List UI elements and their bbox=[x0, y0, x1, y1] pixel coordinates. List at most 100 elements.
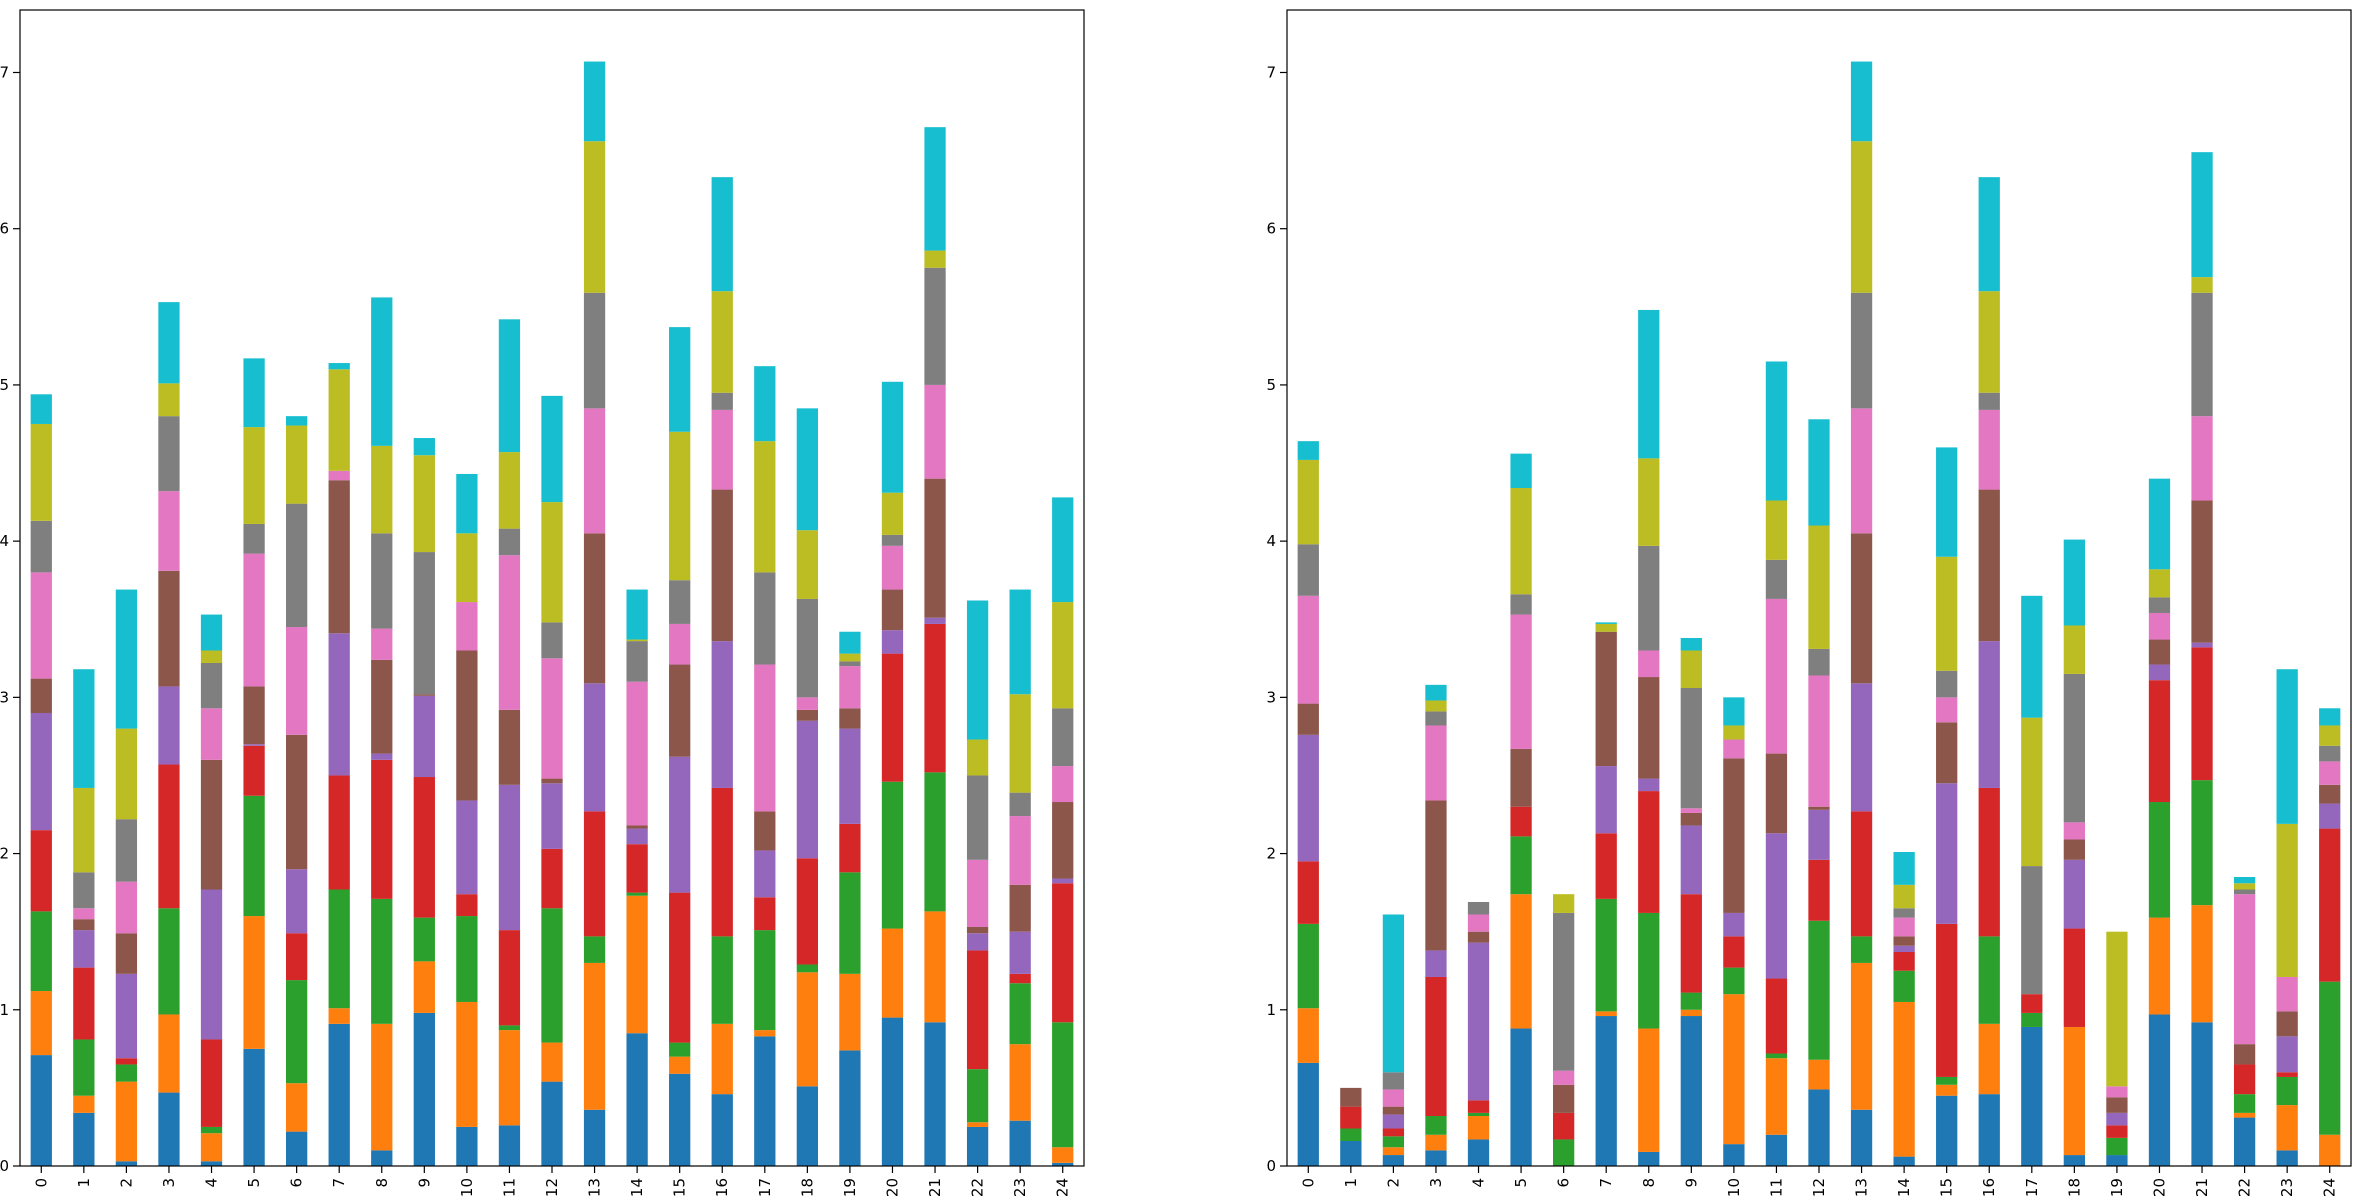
bar-segment-11-series-9 bbox=[498, 319, 521, 453]
bar-segment-4-series-2 bbox=[1467, 1112, 1490, 1117]
bar-segment-11-series-9 bbox=[1765, 361, 1788, 501]
bar-segment-24-series-2 bbox=[2319, 981, 2341, 1135]
bar-segment-0-series-3 bbox=[1297, 861, 1319, 924]
bar-segment-23-series-0 bbox=[2276, 1150, 2298, 1166]
bar-segment-20-series-9 bbox=[881, 381, 904, 493]
bar-segment-21-series-9 bbox=[924, 127, 946, 251]
bar-segment-10-series-4 bbox=[1723, 912, 1745, 937]
bar-segment-16-series-5 bbox=[1978, 489, 2000, 642]
bar-segment-18-series-4 bbox=[796, 720, 818, 859]
bar-segment-9-series-4 bbox=[1680, 825, 1702, 895]
bar-segment-5-series-2 bbox=[243, 795, 265, 917]
bar-segment-19-series-7 bbox=[839, 661, 861, 667]
x-tick-label: 11 bbox=[500, 1178, 518, 1197]
bar-segment-21-series-6 bbox=[2191, 416, 2213, 501]
bar-segment-1-series-7 bbox=[73, 872, 95, 909]
bar-segment-0-series-5 bbox=[30, 678, 52, 713]
bar-segment-6-series-4 bbox=[286, 869, 308, 934]
bar-segment-23-series-1 bbox=[1009, 1044, 1031, 1121]
bar-segment-16-series-3 bbox=[711, 787, 733, 937]
bar-segment-9-series-2 bbox=[1680, 992, 1702, 1010]
bar-segment-8-series-2 bbox=[371, 898, 393, 1024]
bar-segment-19-series-9 bbox=[839, 631, 861, 654]
bar-segment-24-series-5 bbox=[1052, 802, 1074, 879]
bar-segment-12-series-7 bbox=[1808, 648, 1830, 676]
bar-segment-5-series-8 bbox=[1510, 488, 1532, 595]
bar-segment-7-series-1 bbox=[1595, 1011, 1617, 1017]
bar-segment-2-series-5 bbox=[1382, 1106, 1405, 1115]
bar-segment-10-series-6 bbox=[456, 602, 478, 651]
bar-segment-13-series-0 bbox=[1850, 1109, 1873, 1166]
bar-segment-20-series-9 bbox=[2148, 478, 2171, 570]
bar-segment-8-series-9 bbox=[1638, 309, 1660, 459]
bar-segment-17-series-6 bbox=[754, 664, 776, 812]
x-tick-label: 10 bbox=[458, 1178, 476, 1197]
bar-segment-20-series-7 bbox=[881, 534, 904, 546]
bar-segment-10-series-2 bbox=[1723, 967, 1745, 995]
bar-segment-18-series-0 bbox=[2063, 1155, 2085, 1166]
bar-segment-6-series-1 bbox=[286, 1083, 308, 1132]
bar-segment-21-series-2 bbox=[924, 772, 946, 912]
bar-segment-23-series-8 bbox=[1009, 694, 1031, 793]
bar-segment-5-series-6 bbox=[243, 553, 265, 687]
bar-segment-10-series-0 bbox=[1723, 1144, 1745, 1166]
bar-segment-6-series-6 bbox=[1553, 1070, 1575, 1085]
bar-segment-20-series-0 bbox=[881, 1017, 904, 1166]
x-tick-label: 19 bbox=[841, 1178, 859, 1197]
x-tick-label: 12 bbox=[1810, 1178, 1828, 1197]
bar-segment-2-series-3 bbox=[1382, 1128, 1405, 1137]
bar-segment-19-series-8 bbox=[2106, 931, 2128, 1087]
bar-segment-16-series-6 bbox=[711, 409, 733, 490]
bar-segment-14-series-5 bbox=[626, 825, 648, 829]
bar-segment-15-series-8 bbox=[669, 431, 691, 581]
bar-segment-20-series-6 bbox=[2148, 612, 2171, 640]
bar-segment-4-series-2 bbox=[200, 1126, 223, 1134]
bar-segment-23-series-7 bbox=[1009, 792, 1031, 817]
x-tick-label: 15 bbox=[1938, 1178, 1956, 1197]
bar-segment-11-series-4 bbox=[1765, 833, 1788, 979]
bar-segment-18-series-6 bbox=[796, 697, 818, 710]
bar-segment-21-series-3 bbox=[924, 623, 946, 773]
bar-segment-23-series-2 bbox=[2276, 1076, 2298, 1106]
bar-segment-16-series-6 bbox=[1978, 409, 2000, 490]
bar-segment-2-series-9 bbox=[1382, 914, 1405, 1073]
bar-segment-7-series-3 bbox=[328, 775, 350, 890]
bar-segment-6-series-2 bbox=[286, 980, 308, 1084]
bar-segment-11-series-3 bbox=[498, 930, 521, 1026]
x-tick-label: 9 bbox=[415, 1178, 433, 1188]
bar-segment-9-series-9 bbox=[1680, 637, 1702, 651]
bar-segment-19-series-2 bbox=[839, 872, 861, 974]
bar-segment-5-series-7 bbox=[1510, 594, 1532, 615]
bar-segment-6-series-0 bbox=[286, 1131, 308, 1166]
bar-segment-3-series-4 bbox=[158, 686, 180, 765]
bar-segment-24-series-2 bbox=[1052, 1022, 1074, 1148]
bar-segment-16-series-0 bbox=[1978, 1094, 2000, 1166]
x-tick-label: 0 bbox=[32, 1178, 50, 1188]
bar-segment-16-series-7 bbox=[711, 392, 733, 410]
bar-segment-17-series-1 bbox=[754, 1030, 776, 1037]
bar-segment-11-series-3 bbox=[1765, 978, 1788, 1054]
y-tick-label: 2 bbox=[1266, 845, 1276, 863]
bar-segment-5-series-3 bbox=[1510, 806, 1532, 837]
bar-segment-2-series-1 bbox=[1382, 1147, 1405, 1156]
bar-segment-10-series-4 bbox=[456, 800, 478, 895]
bar-segment-17-series-0 bbox=[2021, 1026, 2043, 1166]
bar-segment-9-series-5 bbox=[1680, 812, 1702, 826]
bar-segment-19-series-6 bbox=[839, 666, 861, 709]
bar-segment-15-series-0 bbox=[669, 1073, 691, 1166]
bar-segment-24-series-5 bbox=[2319, 784, 2341, 804]
bar-segment-15-series-6 bbox=[1936, 697, 1958, 723]
bar-segment-11-series-2 bbox=[1765, 1053, 1788, 1059]
x-tick-label: 2 bbox=[117, 1178, 135, 1188]
bar-segment-8-series-3 bbox=[371, 759, 393, 899]
bar-segment-8-series-7 bbox=[371, 533, 393, 629]
bar-segment-3-series-6 bbox=[158, 491, 180, 571]
bar-segment-22-series-0 bbox=[2233, 1117, 2256, 1166]
bar-segment-11-series-2 bbox=[498, 1025, 521, 1031]
bar-segment-23-series-0 bbox=[1009, 1120, 1031, 1166]
bar-segment-4-series-1 bbox=[200, 1133, 223, 1162]
bar-segment-9-series-3 bbox=[413, 777, 435, 918]
x-tick-label: 18 bbox=[798, 1178, 816, 1197]
x-tick-label: 9 bbox=[1682, 1178, 1700, 1188]
